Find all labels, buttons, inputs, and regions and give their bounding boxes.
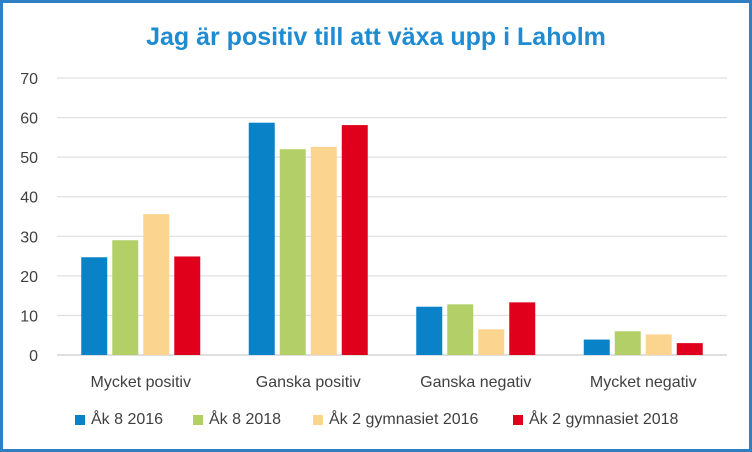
legend-item: Åk 2 gymnasiet 2016 (313, 406, 478, 434)
legend-item: Åk 8 2016 (75, 406, 163, 434)
x-category-label: Ganska positiv (256, 374, 361, 391)
bar (248, 122, 275, 355)
bar (645, 334, 672, 355)
bar (447, 304, 474, 355)
bar (509, 302, 536, 355)
bar (478, 329, 505, 355)
bar (143, 214, 170, 355)
y-tick-label: 40 (20, 190, 38, 207)
chart-title: Jag är positiv till att växa upp i Lahol… (146, 23, 606, 51)
y-tick-label: 70 (20, 71, 38, 88)
bar (81, 257, 108, 355)
bar (676, 343, 703, 355)
chart-legend: Åk 8 2016 Åk 8 2018 Åk 2 gymnasiet 2016 Åk … (0, 406, 746, 434)
legend-swatch (313, 415, 323, 425)
bar (341, 125, 368, 355)
x-category-label: Mycket negativ (590, 374, 697, 391)
y-tick-label: 60 (20, 111, 38, 128)
legend-swatch (513, 415, 523, 425)
bar (583, 339, 610, 355)
bar (279, 149, 306, 355)
legend-label: Åk 8 2018 (209, 411, 282, 428)
y-tick-label: 30 (20, 229, 38, 246)
legend-swatch (75, 415, 85, 425)
y-tick-label: 20 (20, 269, 38, 286)
legend-item: Åk 2 gymnasiet 2018 (513, 406, 678, 434)
legend-label: Åk 2 gymnasiet 2018 (529, 411, 679, 428)
bar (112, 240, 139, 355)
bar (310, 146, 337, 355)
bar (416, 306, 443, 355)
x-category-label: Mycket positiv (91, 374, 191, 391)
legend-swatch (193, 415, 203, 425)
legend-label: Åk 2 gymnasiet 2016 (329, 411, 479, 428)
bar (174, 256, 201, 355)
x-category-label: Ganska negativ (420, 374, 531, 391)
legend-label: Åk 8 2016 (91, 411, 164, 428)
y-tick-label: 0 (29, 348, 38, 365)
y-tick-label: 50 (20, 150, 38, 167)
y-tick-label: 10 (20, 308, 38, 325)
bar (614, 331, 641, 355)
legend-item: Åk 8 2018 (193, 406, 281, 434)
